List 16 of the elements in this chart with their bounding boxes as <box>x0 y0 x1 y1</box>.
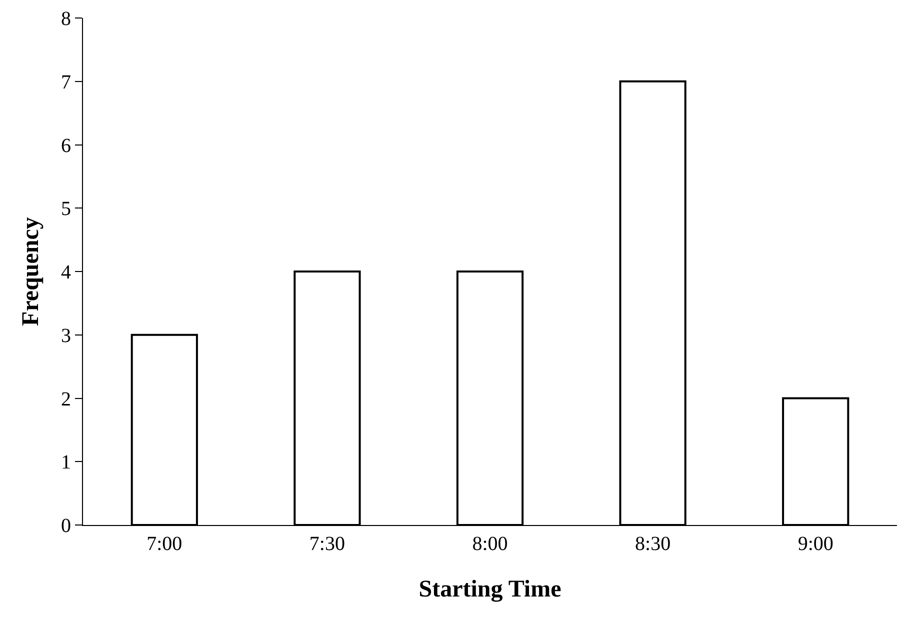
y-tick-label: 8 <box>61 8 71 30</box>
y-tick-label: 2 <box>61 388 71 410</box>
y-axis-title: Frequency <box>18 217 44 326</box>
y-tick-label: 3 <box>61 324 71 347</box>
x-tick-label: 8:00 <box>472 533 508 555</box>
x-tick-label: 7:00 <box>146 533 182 555</box>
y-tick-label: 1 <box>61 452 71 474</box>
y-tick-label: 6 <box>61 134 71 157</box>
y-tick-label: 0 <box>61 515 71 537</box>
y-tick-label: 4 <box>61 262 71 284</box>
x-tick-label: 7:30 <box>309 533 345 555</box>
y-tick-label: 5 <box>61 198 71 220</box>
x-tick-label: 9:00 <box>798 533 834 555</box>
x-tick-label: 8:30 <box>635 533 671 555</box>
x-axis-title: Starting Time <box>418 576 562 602</box>
y-tick-label: 7 <box>61 71 71 94</box>
